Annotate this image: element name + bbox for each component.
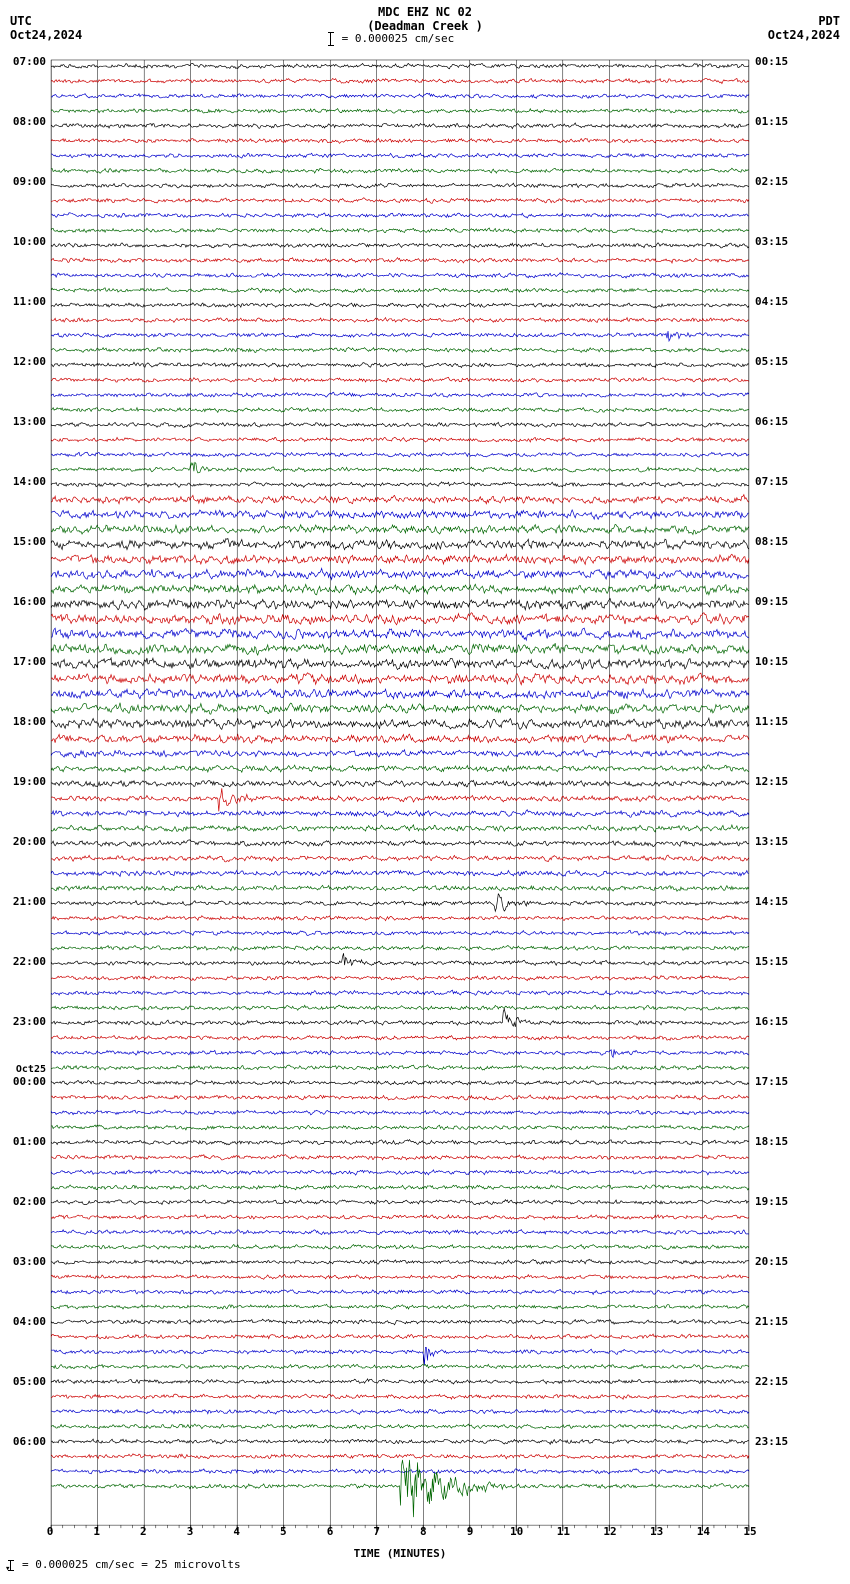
- utc-label: 15:00: [13, 535, 46, 548]
- x-tick: 6: [327, 1525, 334, 1538]
- plot-area: [50, 55, 750, 1525]
- x-tick: 5: [280, 1525, 287, 1538]
- pdt-label: 09:15: [755, 595, 788, 608]
- utc-label: 13:00: [13, 415, 46, 428]
- station-id: MDC EHZ NC 02: [0, 5, 850, 19]
- utc-label: 04:00: [13, 1315, 46, 1328]
- pdt-label: 01:15: [755, 115, 788, 128]
- pdt-label: 13:15: [755, 835, 788, 848]
- pdt-label: 22:15: [755, 1375, 788, 1388]
- header-right: PDT Oct24,2024: [768, 14, 840, 42]
- pdt-label: 20:15: [755, 1255, 788, 1268]
- pdt-label: 16:15: [755, 1015, 788, 1028]
- pdt-label: 11:15: [755, 715, 788, 728]
- pdt-label: 18:15: [755, 1135, 788, 1148]
- x-tick: 11: [557, 1525, 570, 1538]
- pdt-label: 12:15: [755, 775, 788, 788]
- utc-label: 19:00: [13, 775, 46, 788]
- utc-label: 16:00: [13, 595, 46, 608]
- utc-label: 21:00: [13, 895, 46, 908]
- x-tick: 3: [187, 1525, 194, 1538]
- utc-label: 23:00: [13, 1015, 46, 1028]
- x-tick: 7: [373, 1525, 380, 1538]
- utc-label: 18:00: [13, 715, 46, 728]
- pdt-label: 14:15: [755, 895, 788, 908]
- utc-label: 12:00: [13, 355, 46, 368]
- pdt-label: 03:15: [755, 235, 788, 248]
- pdt-label: 02:15: [755, 175, 788, 188]
- x-tick: 15: [743, 1525, 756, 1538]
- pdt-label: 15:15: [755, 955, 788, 968]
- utc-label: 08:00: [13, 115, 46, 128]
- utc-label: 22:00: [13, 955, 46, 968]
- pdt-label: 23:15: [755, 1435, 788, 1448]
- utc-label: 17:00: [13, 655, 46, 668]
- station-name: (Deadman Creek ): [0, 19, 850, 33]
- x-tick: 2: [140, 1525, 147, 1538]
- pdt-label: 17:15: [755, 1075, 788, 1088]
- pdt-label: 05:15: [755, 355, 788, 368]
- scale-text: = 0.000025 cm/sec: [342, 32, 455, 45]
- utc-label: 01:00: [13, 1135, 46, 1148]
- utc-label: 07:00: [13, 55, 46, 68]
- date-mark: Oct25: [16, 1064, 46, 1075]
- utc-label: 05:00: [13, 1375, 46, 1388]
- seismogram-container: UTC Oct24,2024 MDC EHZ NC 02 (Deadman Cr…: [0, 0, 850, 1584]
- x-tick: 13: [650, 1525, 663, 1538]
- pdt-label: 06:15: [755, 415, 788, 428]
- x-tick: 8: [420, 1525, 427, 1538]
- utc-label: 14:00: [13, 475, 46, 488]
- utc-label: 10:00: [13, 235, 46, 248]
- pdt-label: 08:15: [755, 535, 788, 548]
- utc-label: 11:00: [13, 295, 46, 308]
- utc-label: 20:00: [13, 835, 46, 848]
- utc-label: 03:00: [13, 1255, 46, 1268]
- right-tz: PDT: [768, 14, 840, 28]
- utc-label: 09:00: [13, 175, 46, 188]
- x-tick-labels: 0123456789101112131415: [50, 1525, 750, 1545]
- pdt-label: 00:15: [755, 55, 788, 68]
- x-tick: 9: [467, 1525, 474, 1538]
- pdt-label: 04:15: [755, 295, 788, 308]
- utc-label: 02:00: [13, 1195, 46, 1208]
- pdt-label: 07:15: [755, 475, 788, 488]
- right-date: Oct24,2024: [768, 28, 840, 42]
- footer-scale: ▾ = 0.000025 cm/sec = 25 microvolts: [5, 1558, 241, 1574]
- x-tick: 14: [697, 1525, 710, 1538]
- header: UTC Oct24,2024 MDC EHZ NC 02 (Deadman Cr…: [0, 0, 850, 55]
- x-tick: 1: [93, 1525, 100, 1538]
- pdt-label: 19:15: [755, 1195, 788, 1208]
- header-center: MDC EHZ NC 02 (Deadman Creek ): [0, 5, 850, 33]
- x-tick: 12: [603, 1525, 616, 1538]
- utc-label: 00:00: [13, 1075, 46, 1088]
- seismogram-svg: [50, 55, 750, 1565]
- footer-text: = 0.000025 cm/sec = 25 microvolts: [22, 1558, 241, 1571]
- pdt-label: 10:15: [755, 655, 788, 668]
- x-tick: 4: [233, 1525, 240, 1538]
- utc-label: 06:00: [13, 1435, 46, 1448]
- x-tick: 10: [510, 1525, 523, 1538]
- x-tick: 0: [47, 1525, 54, 1538]
- scale-indicator: = 0.000025 cm/sec: [330, 32, 454, 46]
- pdt-label: 21:15: [755, 1315, 788, 1328]
